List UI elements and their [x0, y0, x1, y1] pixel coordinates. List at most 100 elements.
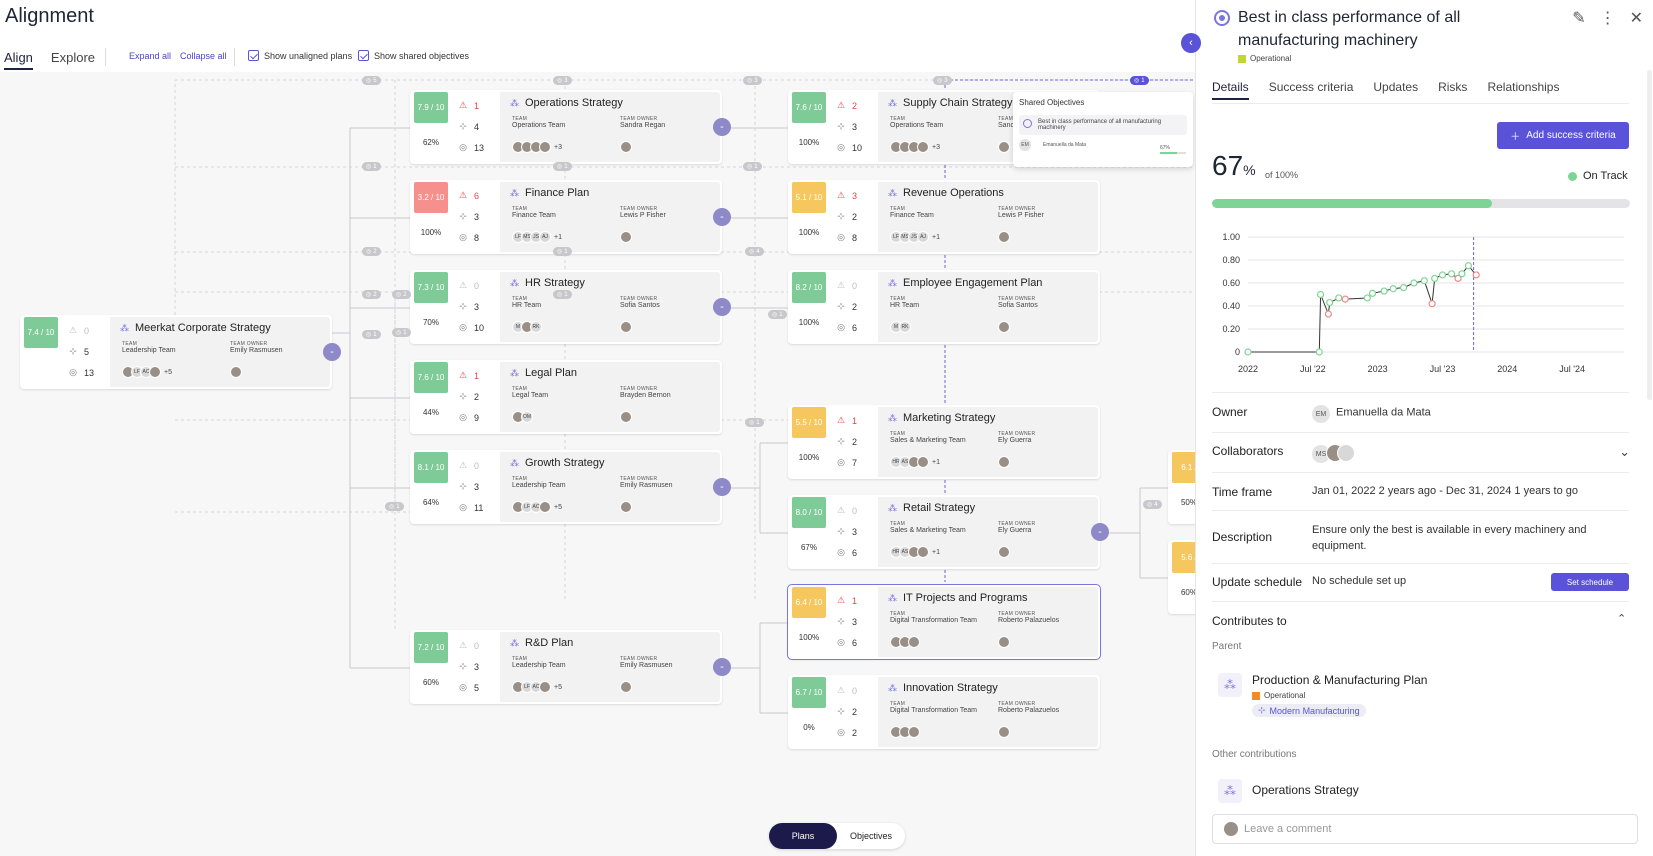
plan-card-it[interactable]: 6.4 / 10 100% ⚠ 1 ⊹ 3 ◎ 6 ⁂ IT Projects and … [787, 584, 1101, 660]
add-success-criteria-button[interactable]: ＋ Add success criteria [1497, 122, 1629, 149]
panel-toggle-button[interactable]: ‹ [1181, 33, 1201, 53]
collaborators-row[interactable]: Collaborators MS ⌄ [1212, 444, 1630, 464]
plan-card-operations[interactable]: 7.9 / 10 62% ⚠ 1 ⊹ 4 ◎ 13 ⁂ Operations Strat… [410, 90, 731, 164]
plan-card-legal[interactable]: 7.6 / 10 44% ⚠ 1 ⊹ 2 ◎ 9 ⁂ Legal Plan TEAM Le… [410, 360, 722, 434]
connection-count-badge[interactable]: ◎ 2 [392, 290, 411, 299]
alignment-canvas[interactable]: 7.4 / 10 ⚠ 0 ⊹ 5 ◎ 13 ⁂ Meerkat Corporate St… [0, 72, 1195, 856]
connection-count-badge[interactable]: ◎ 3 [553, 76, 572, 85]
tab-risks[interactable]: Risks [1438, 80, 1468, 94]
show-shared-checkbox[interactable]: Show shared objectives [358, 50, 469, 61]
comment-input[interactable]: Leave a comment [1212, 814, 1638, 844]
collapse-children-button[interactable]: - [713, 478, 731, 496]
collapse-children-button[interactable]: - [713, 208, 731, 226]
tab-updates[interactable]: Updates [1373, 80, 1419, 94]
parent-tag[interactable]: ⊹ Modern Manufacturing [1252, 704, 1366, 717]
data-point[interactable] [1335, 294, 1343, 302]
data-point[interactable] [1464, 262, 1473, 270]
connection-count-badge[interactable]: ◎ 2 [362, 247, 381, 256]
objective-count: 3 [852, 526, 858, 537]
edit-pencil-icon[interactable]: ✎ [1572, 10, 1586, 27]
risk-warning-icon: ⚠ [458, 190, 468, 200]
data-point[interactable] [1317, 290, 1325, 299]
plan-card-marketing[interactable]: 5.5 / 10 100% ⚠ 1 ⊹ 2 ◎ 7 ⁂ Marketing Strate… [788, 405, 1100, 479]
connection-count-badge[interactable]: ◎ 1 [743, 162, 762, 171]
data-point[interactable] [1431, 274, 1439, 283]
plan-card-right2[interactable]: 5.6 / 60% [1168, 540, 1195, 614]
data-point[interactable] [1399, 283, 1408, 292]
panel-scrollbar[interactable] [1647, 70, 1652, 400]
risk-count: 1 [852, 415, 858, 426]
data-point[interactable] [1341, 295, 1349, 303]
data-point[interactable] [1389, 285, 1397, 293]
data-point[interactable] [1410, 279, 1418, 287]
show-unaligned-checkbox[interactable]: Show unaligned plans [248, 50, 352, 61]
avatar: AJ [917, 231, 929, 243]
tab-details[interactable]: Details [1212, 80, 1249, 100]
connection-count-badge[interactable]: ◎ 4 [745, 247, 764, 256]
data-point[interactable] [1368, 289, 1377, 297]
chevron-up-icon[interactable]: ⌃ [1617, 613, 1627, 625]
plan-card-meerkat[interactable]: 7.4 / 10 ⚠ 0 ⊹ 5 ◎ 13 ⁂ Meerkat Corporate St… [20, 315, 341, 389]
collapse-children-button[interactable]: - [323, 343, 341, 361]
connection-count-badge[interactable]: ◎ 3 [743, 76, 762, 85]
set-schedule-button[interactable]: Set schedule [1551, 573, 1629, 591]
connection-count-badge[interactable]: ◎ 1 [385, 502, 404, 511]
collapse-children-button[interactable]: - [1091, 523, 1109, 541]
plan-team: TEAM Sales & Marketing Team [890, 431, 966, 444]
data-point[interactable] [1326, 298, 1334, 307]
plans-toggle-button[interactable]: Plans [769, 823, 837, 849]
connection-count-badge[interactable]: ◎ 1 [768, 310, 787, 319]
data-point[interactable] [1315, 348, 1323, 356]
plan-card-finance[interactable]: 3.2 / 10 100% ⚠ 6 ⊹ 3 ◎ 8 ⁂ Finance Plan TEA… [410, 180, 731, 254]
other-contribution-plan[interactable]: ⁂ Operations Strategy [1218, 779, 1359, 803]
parent-plan[interactable]: ⁂ Production & Manufacturing Plan Operat… [1218, 673, 1427, 718]
plan-card-hr[interactable]: 7.3 / 10 70% ⚠ 0 ⊹ 3 ◎ 10 ⁂ HR Strategy TEAM… [410, 270, 731, 344]
data-point[interactable] [1454, 274, 1462, 283]
target-icon: ◎ [837, 637, 845, 647]
connection-count-badge[interactable]: ◎ 1 [745, 418, 764, 427]
chevron-down-icon[interactable]: ⌄ [1619, 444, 1630, 459]
data-point[interactable] [1324, 310, 1332, 318]
connection-count-badge[interactable]: ◎ 3 [933, 76, 952, 85]
plan-card-right1[interactable]: 6.1 / 50% [1168, 450, 1195, 524]
connection-count-badge[interactable]: ◎ 1 [553, 247, 572, 256]
target-icon: ◎ [389, 504, 395, 510]
connection-count-badge[interactable]: ◎ 1 [1130, 76, 1149, 85]
data-point[interactable] [1420, 277, 1428, 285]
data-point[interactable] [1438, 271, 1447, 279]
plan-card-innovation[interactable]: 6.7 / 10 0% ⚠ 0 ⊹ 2 ◎ 2 ⁂ Innovation Strateg… [788, 675, 1100, 749]
plan-card-rnd[interactable]: 7.2 / 10 60% ⚠ 0 ⊹ 3 ◎ 5 ⁂ R&D Plan TEAM Lead… [410, 630, 731, 704]
collapse-children-button[interactable]: - [713, 118, 731, 136]
connection-count-badge[interactable]: ◎ 1 [553, 290, 572, 299]
tab-success-criteria[interactable]: Success criteria [1268, 80, 1354, 94]
connection-count-badge[interactable]: ◎ 1 [362, 330, 381, 339]
tab-align[interactable]: Align [4, 50, 33, 70]
collapse-all-button[interactable]: Collapse all [180, 51, 227, 61]
data-point[interactable] [1363, 294, 1371, 302]
connection-count-badge[interactable]: ◎ 1 [362, 162, 381, 171]
objectives-toggle-button[interactable]: Objectives [849, 831, 893, 841]
plan-card-engagement[interactable]: 8.2 / 10 100% ⚠ 0 ⊹ 2 ◎ 6 ⁂ Employee Engagem… [788, 270, 1100, 344]
connection-count-badge[interactable]: ◎ 2 [362, 290, 381, 299]
data-point[interactable] [1458, 270, 1466, 278]
connection-count-badge[interactable]: ◎ 4 [1143, 500, 1162, 509]
tab-relationships[interactable]: Relationships [1487, 80, 1560, 94]
plan-card-growth[interactable]: 8.1 / 10 64% ⚠ 0 ⊹ 3 ◎ 11 ⁂ Growth Strategy … [410, 450, 731, 524]
collapse-children-button[interactable]: - [713, 658, 731, 676]
plan-card-retail[interactable]: 8.0 / 10 67% ⚠ 0 ⊹ 3 ◎ 6 ⁂ Retail Strategy T… [788, 495, 1109, 569]
data-point[interactable] [1244, 348, 1252, 356]
connection-count-badge[interactable]: ◎ 1 [553, 162, 572, 171]
data-point[interactable] [1380, 287, 1388, 295]
plan-card-revenue[interactable]: 5.1 / 10 100% ⚠ 3 ⊹ 2 ◎ 8 ⁂ Revenue Operatio… [788, 180, 1100, 254]
tab-explore[interactable]: Explore [50, 50, 95, 65]
connection-count-badge[interactable]: ◎ 1 [392, 328, 411, 337]
more-vertical-icon[interactable]: ⋮ [1599, 10, 1616, 27]
data-point[interactable] [1428, 300, 1436, 308]
collapse-children-button[interactable]: - [713, 298, 731, 316]
shared-objective-item[interactable]: Best in class performance of all manufac… [1019, 115, 1187, 135]
connection-count-badge[interactable]: ◎ 5 [362, 76, 381, 85]
data-point[interactable] [1447, 270, 1456, 278]
close-icon[interactable]: ✕ [1629, 10, 1643, 27]
data-point[interactable] [1472, 271, 1480, 279]
expand-all-button[interactable]: Expand all [129, 51, 172, 61]
